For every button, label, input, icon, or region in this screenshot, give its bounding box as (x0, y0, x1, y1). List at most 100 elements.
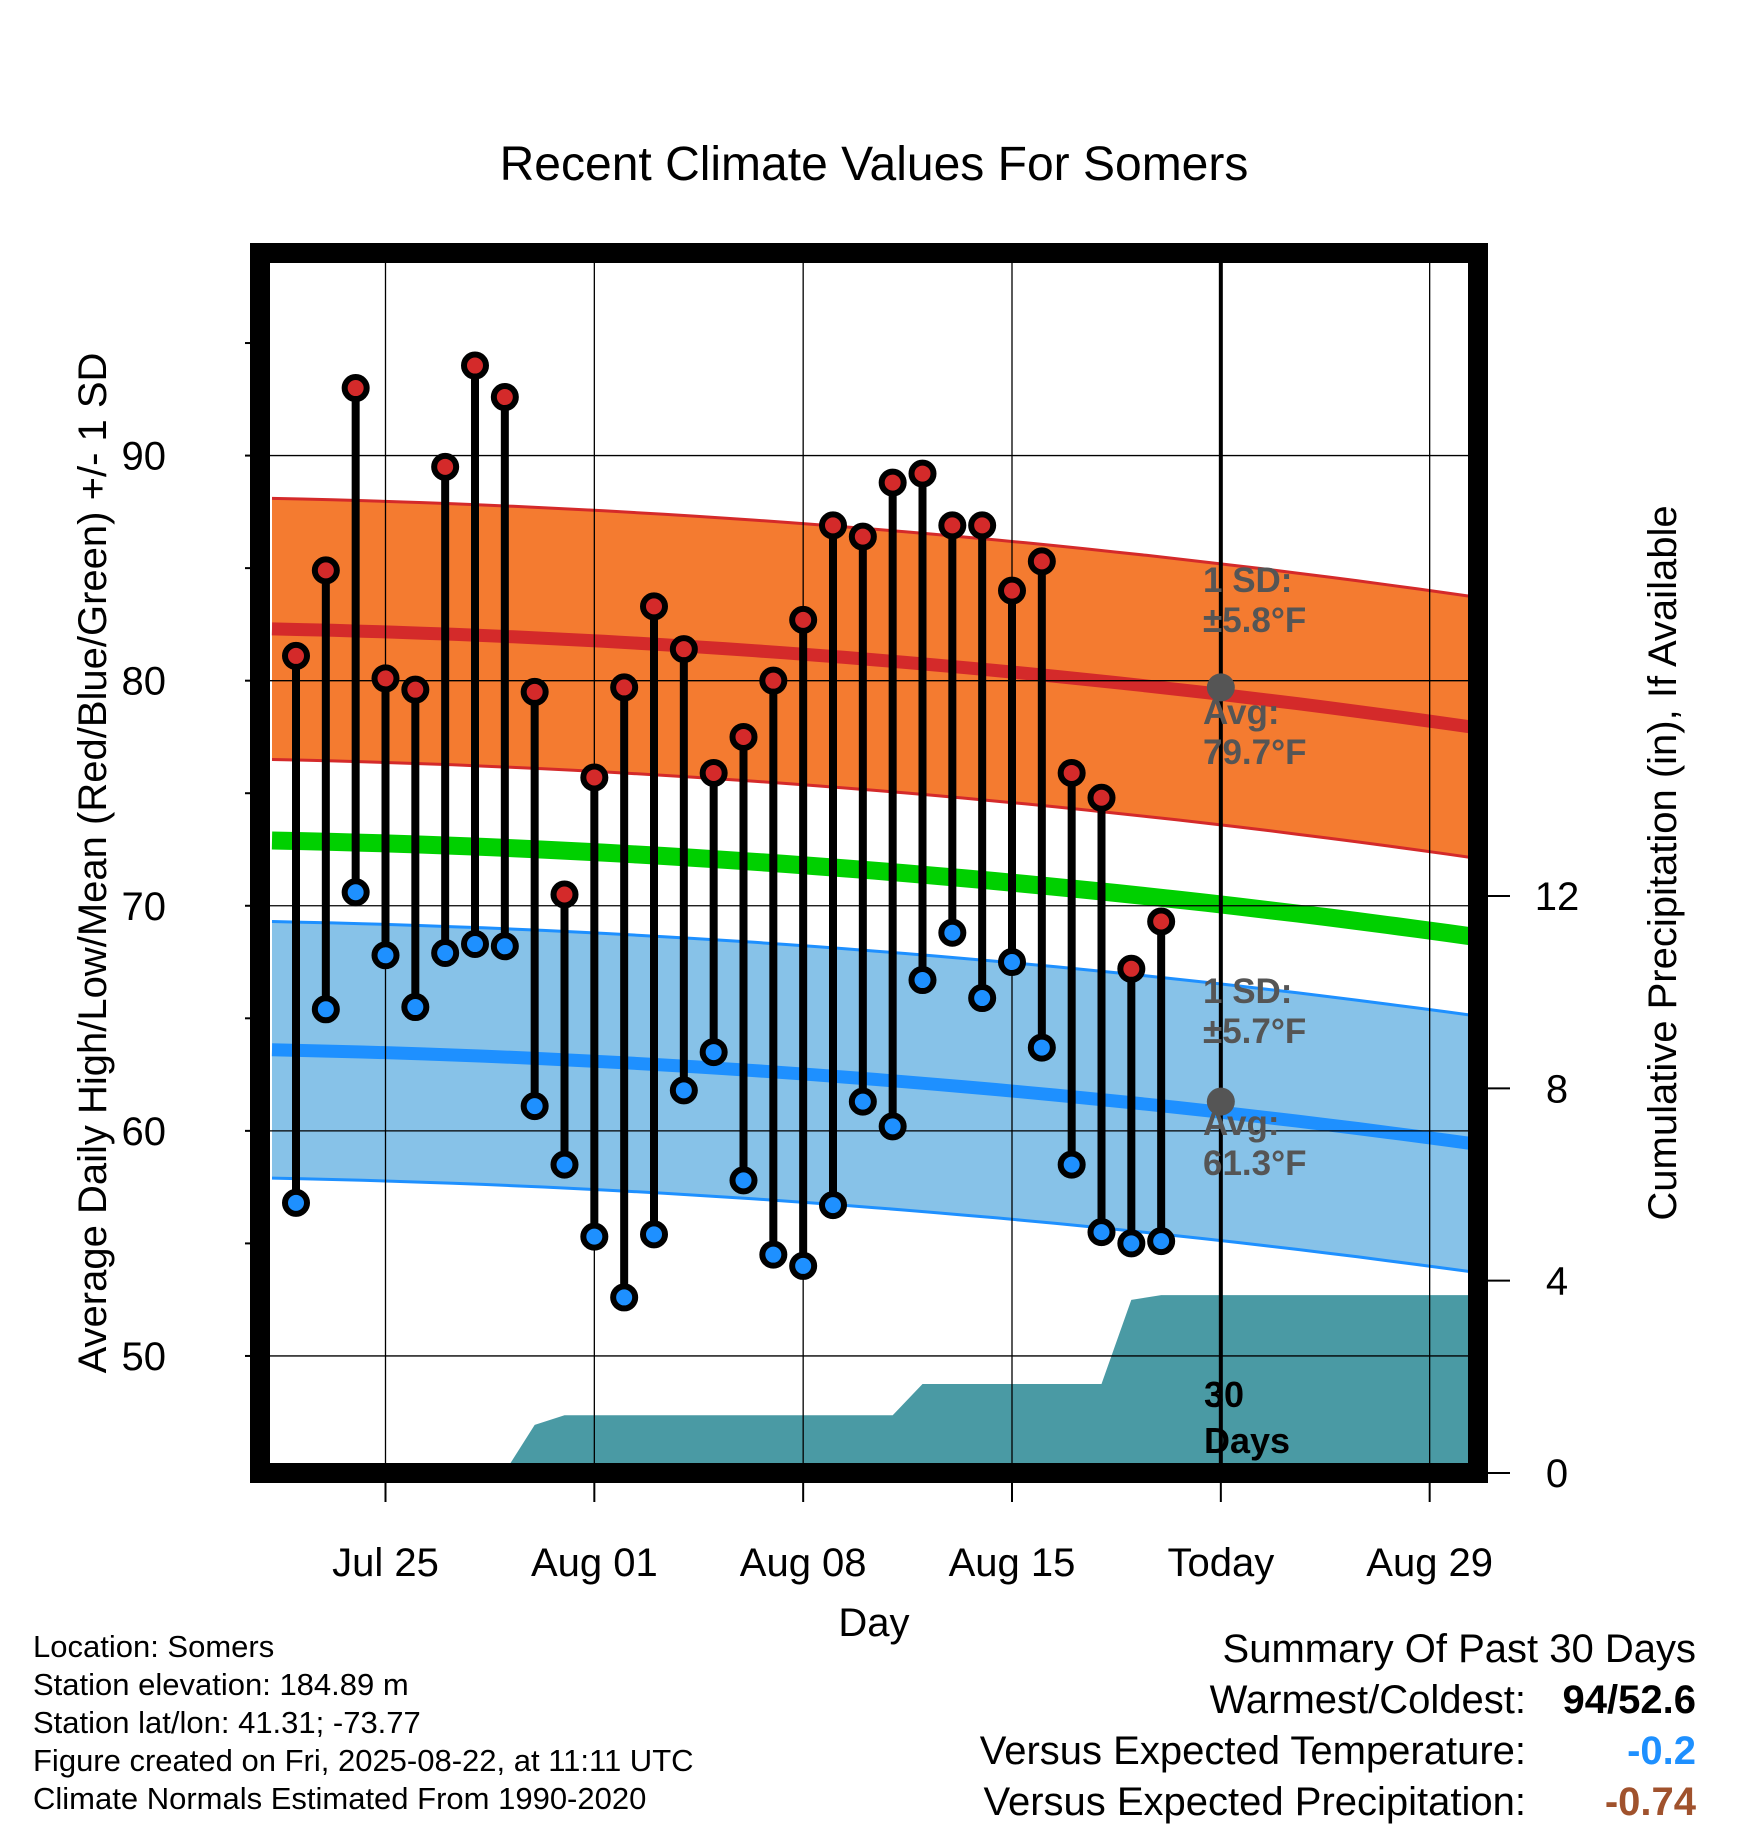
chart-title: Recent Climate Values For Somers (500, 138, 1249, 191)
high-point-3 (371, 664, 400, 693)
x-tick-label-2: Aug 08 (740, 1541, 867, 1585)
high-point-18 (819, 511, 847, 540)
high-point-28 (1117, 954, 1146, 983)
high-point-0 (282, 641, 310, 670)
low-avg-line (271, 1043, 1479, 1151)
low-sd-lower-line (271, 1176, 1479, 1275)
low-point-8 (520, 1092, 549, 1121)
days-count-label: 30 (1204, 1374, 1244, 1415)
low-point-24 (998, 948, 1026, 977)
low-avg-label: Avg: (1203, 1104, 1279, 1143)
high-point-12 (640, 592, 668, 621)
high-point-13 (669, 635, 698, 664)
high-sd-value: ±5.8°F (1203, 601, 1306, 640)
plot-frame (250, 243, 1488, 1483)
precip-area (272, 1295, 1478, 1473)
low-sd-label: 1 SD: (1203, 972, 1292, 1011)
low-point-28 (1117, 1229, 1146, 1258)
warmest-value: 94 (1562, 1678, 1608, 1722)
low-point-2 (341, 878, 370, 907)
location-text: Location: Somers (33, 1629, 275, 1664)
low-point-4 (401, 993, 430, 1022)
high-point-11 (610, 673, 639, 702)
low-point-21 (908, 966, 937, 995)
high-sd-label: 1 SD: (1203, 561, 1292, 600)
high-point-6 (461, 351, 489, 380)
high-point-25 (1027, 547, 1056, 576)
y2-tick-label-2: 8 (1546, 1067, 1568, 1111)
y2-axis-label: Cumulative Precipitation (in), If Availa… (1641, 505, 1685, 1220)
normals-text: Climate Normals Estimated From 1990-2020 (33, 1781, 647, 1816)
y-tick-label-2: 70 (122, 885, 167, 929)
low-point-15 (729, 1166, 758, 1195)
high-today-marker (1206, 673, 1235, 702)
y-axis-label: Average Daily High/Low/Mean (Red/Blue/Gr… (71, 353, 115, 1374)
days-word-label: Days (1204, 1420, 1290, 1461)
high-point-24 (998, 576, 1026, 605)
y-tick-label-3: 80 (122, 660, 167, 704)
y-tick-label-4: 90 (122, 435, 167, 479)
low-avg-value: 61.3°F (1203, 1144, 1307, 1183)
high-sd-band (272, 498, 1478, 859)
low-point-13 (669, 1076, 698, 1105)
low-point-25 (1027, 1033, 1056, 1062)
low-point-18 (819, 1191, 847, 1220)
x-tick-label-4: Today (1167, 1541, 1274, 1585)
high-point-8 (520, 677, 549, 706)
low-point-26 (1057, 1150, 1086, 1179)
temp-label: Versus Expected Temperature: (979, 1729, 1526, 1773)
high-point-1 (311, 556, 340, 585)
low-point-22 (938, 918, 967, 947)
low-point-29 (1147, 1227, 1176, 1256)
high-avg-value: 79.7°F (1203, 733, 1307, 772)
station-info: Location: Somers Station elevation: 184.… (33, 1628, 694, 1818)
low-point-19 (848, 1087, 877, 1116)
warmest-coldest-value: 94/52.6 (1546, 1675, 1696, 1726)
low-point-6 (461, 930, 489, 959)
high-point-23 (968, 511, 997, 540)
x-tick-label-0: Jul 25 (332, 1541, 439, 1585)
y2-tick-label-3: 12 (1535, 875, 1580, 919)
high-point-19 (848, 522, 877, 551)
high-point-26 (1057, 758, 1086, 787)
precip-label: Versus Expected Precipitation: (983, 1780, 1526, 1824)
low-point-10 (580, 1222, 609, 1251)
y-tick-label-0: 50 (122, 1335, 167, 1379)
low-point-14 (699, 1038, 728, 1067)
temp-value: -0.2 (1627, 1729, 1696, 1773)
x-tick-label-1: Aug 01 (531, 1541, 658, 1585)
high-point-4 (401, 675, 430, 704)
latlon-text: Station lat/lon: 41.31; -73.77 (33, 1705, 421, 1740)
summary-temp-row: Versus Expected Temperature: -0.2 (980, 1726, 1696, 1777)
low-point-17 (789, 1251, 818, 1280)
x-axis-label: Day (838, 1601, 909, 1645)
coldest-value: 52.6 (1618, 1678, 1696, 1722)
y-tick-label-1: 60 (122, 1110, 167, 1154)
high-point-16 (759, 666, 788, 695)
summary-title: Summary Of Past 30 Days (1222, 1627, 1696, 1671)
x-tick-label-3: Aug 15 (949, 1541, 1076, 1585)
low-point-23 (968, 984, 997, 1013)
high-point-29 (1147, 907, 1176, 936)
low-point-9 (550, 1150, 579, 1179)
high-point-15 (729, 722, 758, 751)
summary-warmest-row: Warmest/Coldest: 94/52.6 (980, 1675, 1696, 1726)
slash-separator: / (1607, 1678, 1619, 1722)
elevation-text: Station elevation: 184.89 m (33, 1667, 409, 1702)
low-point-27 (1087, 1218, 1116, 1247)
high-point-22 (938, 511, 967, 540)
low-point-0 (282, 1188, 310, 1217)
high-point-2 (341, 374, 370, 403)
low-point-12 (640, 1220, 668, 1249)
low-point-16 (759, 1240, 788, 1269)
mean-avg-line (271, 831, 1480, 947)
high-point-9 (550, 880, 579, 909)
low-point-1 (311, 995, 340, 1024)
high-point-10 (580, 763, 609, 792)
y2-tick-label-0: 0 (1546, 1452, 1568, 1496)
low-sd-value: ±5.7°F (1203, 1012, 1306, 1051)
summary-precip-row: Versus Expected Precipitation: -0.74 (980, 1777, 1696, 1828)
low-point-7 (490, 932, 519, 961)
summary-panel: Summary Of Past 30 Days Warmest/Coldest:… (980, 1624, 1696, 1828)
low-point-5 (431, 939, 460, 968)
